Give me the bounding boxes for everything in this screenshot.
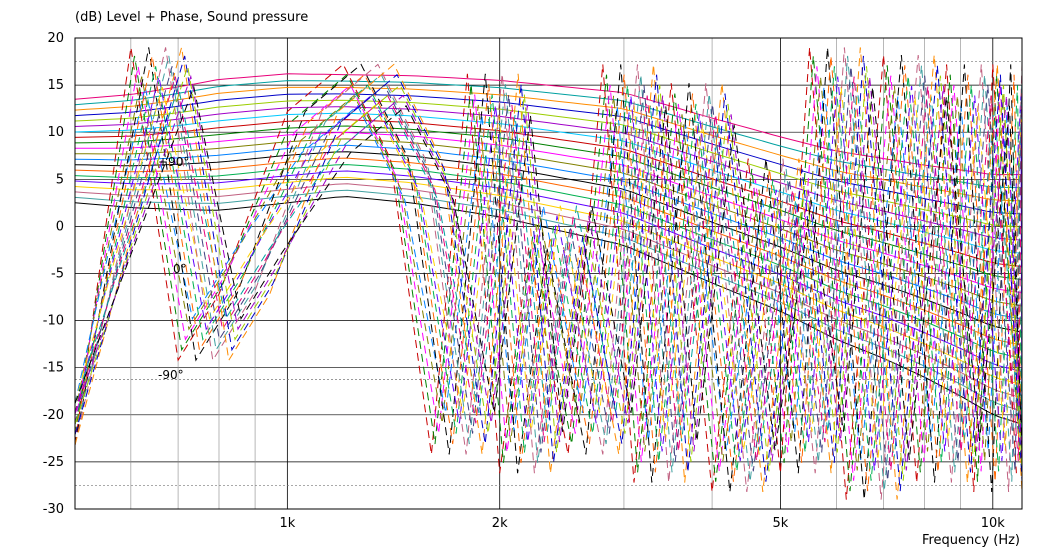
- level-curve-line: [74, 119, 1023, 268]
- level-curve-line: [74, 176, 1023, 386]
- phase-curve-line: [74, 66, 1023, 481]
- phase-curve-line: [74, 76, 1023, 471]
- phase-curve-line: [74, 86, 1023, 461]
- level-curve-line: [74, 164, 1023, 359]
- y-tick-labels: 20 15 10 5 0 -5 -10 -15 -20 -25 -30: [43, 31, 64, 517]
- phase-curve-line: [74, 85, 1023, 461]
- level-curve-line: [74, 73, 1022, 176]
- x-axis-title: Frequency (Hz): [922, 533, 1020, 548]
- phase-curve-line: [74, 66, 1023, 481]
- level-curve-line: [74, 170, 1023, 373]
- level-curve-line: [74, 106, 1023, 241]
- level-curve-line: [74, 157, 1023, 346]
- phase-curve-line: [74, 55, 1023, 492]
- x-tick-label: 10k: [981, 516, 1006, 531]
- phase-curve-line: [74, 76, 1023, 471]
- y-tick-label: 0: [56, 219, 64, 234]
- chart-title: (dB) Level + Phase, Sound pressure: [75, 10, 308, 25]
- plot-frame: [74, 37, 1023, 510]
- level-curve-line: [74, 99, 1023, 228]
- phase-curve-line: [74, 66, 1023, 481]
- y-tick-label: -20: [43, 408, 64, 423]
- x-tick-label: 5k: [773, 516, 789, 531]
- x-tick-labels: 1k 2k 5k 10k: [279, 516, 1005, 531]
- phase-curve-line: [74, 86, 1023, 461]
- phase-axis-label: 0°: [173, 262, 187, 276]
- y-tick-label: 20: [47, 31, 64, 46]
- y-tick-label: -25: [43, 455, 64, 470]
- x-tick-label: 2k: [492, 516, 508, 531]
- level-curve-line: [75, 131, 1023, 294]
- phase-curve-line: [74, 47, 1023, 500]
- level-curve-line: [74, 144, 1023, 320]
- y-tick-label: 10: [47, 125, 64, 140]
- x-tick-label: 1k: [279, 516, 295, 531]
- level-curve-line: [74, 151, 1023, 333]
- level-curve-line: [74, 183, 1023, 399]
- phase-axis-label: -90°: [158, 368, 184, 382]
- level-curve-line: [74, 189, 1023, 412]
- y-tick-label: -5: [51, 267, 64, 282]
- phase-curve-line: [74, 55, 1021, 492]
- phase-curve-line: [74, 55, 1023, 492]
- level-curve-line: [74, 80, 1023, 189]
- level-curve-line: [74, 125, 1023, 281]
- level-curves: [74, 73, 1023, 425]
- phase-curve-line: [74, 85, 1023, 461]
- level-curve-line: [75, 138, 1023, 307]
- level-curve-line: [74, 86, 1023, 202]
- phase-curve-line: [74, 55, 1023, 492]
- y-tick-label: 15: [47, 78, 64, 93]
- phase-axis-label: +90°: [158, 155, 189, 169]
- y-tick-label: 5: [56, 172, 64, 187]
- y-tick-label: -15: [43, 361, 64, 376]
- phase-curve-line: [74, 47, 1023, 500]
- phase-curves: [74, 47, 1023, 500]
- y-tick-label: -10: [43, 314, 64, 329]
- phase-curve-line: [74, 66, 1023, 481]
- phase-curve-line: [74, 47, 1023, 500]
- phase-axis-labels: +90° 0° -90°: [158, 155, 189, 382]
- phase-curve-line: [74, 74, 1023, 471]
- phase-curve-line: [74, 76, 1023, 471]
- level-curve-line: [74, 196, 1023, 425]
- y-tick-label: -30: [43, 502, 64, 517]
